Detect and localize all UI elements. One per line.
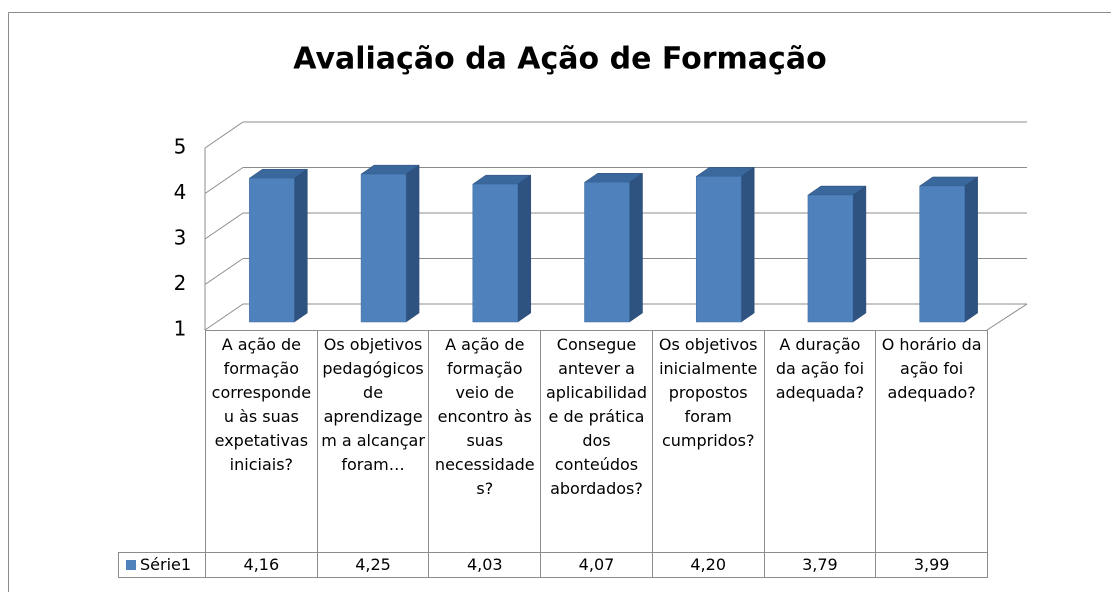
- floor-edge: [986, 303, 1028, 331]
- bar-side: [294, 168, 308, 323]
- grid-line: [204, 121, 244, 149]
- bar-side: [852, 185, 867, 323]
- category-cell: A ação de formação correspondeu às suas …: [205, 330, 318, 553]
- value-cell: 4,07: [540, 552, 653, 578]
- bar: [695, 176, 742, 323]
- bar: [584, 182, 630, 323]
- legend-key: [126, 560, 136, 570]
- y-tick-label: 1: [174, 317, 187, 341]
- grid-line: [204, 303, 244, 331]
- y-tick-label: 5: [174, 135, 187, 159]
- category-cell: A duração da ação foi adequada?: [763, 330, 877, 553]
- value-cell: 3,99: [875, 552, 988, 578]
- value-cell: 4,20: [651, 552, 765, 578]
- category-cell: Os objetivos inicialmente propostos fora…: [651, 330, 765, 553]
- value-cell: 4,03: [428, 552, 542, 578]
- grid-line: [204, 212, 244, 240]
- value-cell: 4,16: [205, 552, 318, 578]
- bar: [249, 177, 295, 323]
- y-tick-label: 2: [174, 271, 187, 295]
- legend-cell: Série1: [118, 552, 206, 578]
- bar: [360, 173, 407, 323]
- value-cell: 4,25: [316, 552, 430, 578]
- bar-side: [405, 164, 420, 323]
- bar-side: [740, 166, 755, 323]
- category-cell: O horário da ação foi adequado?: [875, 330, 988, 553]
- bar: [919, 185, 965, 323]
- chart-title: Avaliação da Ação de Formação: [293, 42, 826, 77]
- bar: [807, 194, 854, 323]
- y-tick-label: 4: [174, 180, 187, 204]
- grid-line: [204, 258, 244, 285]
- value-cell: 3,79: [763, 552, 877, 578]
- category-cell: A ação de formação veio de encontro às s…: [428, 330, 542, 553]
- legend-label: Série1: [140, 555, 192, 574]
- category-cell: Consegue antever a aplicabilidade de prá…: [540, 330, 653, 553]
- bar-side: [517, 174, 532, 323]
- category-cell: Os objetivos pedagógicos de aprendizagem…: [316, 330, 430, 553]
- bar: [472, 183, 519, 323]
- y-tick-label: 3: [174, 226, 187, 250]
- bar-side: [629, 172, 643, 323]
- bar-side: [964, 176, 978, 323]
- grid-line: [204, 167, 244, 194]
